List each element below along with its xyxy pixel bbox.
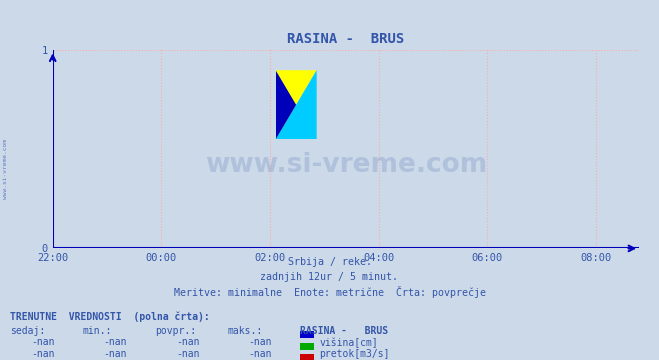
Text: -nan: -nan <box>103 349 127 359</box>
Text: pretok[m3/s]: pretok[m3/s] <box>320 349 390 359</box>
Text: -nan: -nan <box>176 337 200 347</box>
Text: min.:: min.: <box>82 326 112 336</box>
Text: -nan: -nan <box>31 349 55 359</box>
Text: -nan: -nan <box>176 349 200 359</box>
Text: -nan: -nan <box>248 349 272 359</box>
Text: Srbija / reke.: Srbija / reke. <box>287 257 372 267</box>
Text: -nan: -nan <box>31 337 55 347</box>
Text: zadnjih 12ur / 5 minut.: zadnjih 12ur / 5 minut. <box>260 272 399 282</box>
Text: sedaj:: sedaj: <box>10 326 45 336</box>
Text: Meritve: minimalne  Enote: metrične  Črta: povprečje: Meritve: minimalne Enote: metrične Črta:… <box>173 286 486 298</box>
Text: www.si-vreme.com: www.si-vreme.com <box>205 152 487 178</box>
Text: www.si-vreme.com: www.si-vreme.com <box>3 139 9 199</box>
Text: višina[cm]: višina[cm] <box>320 337 378 348</box>
Text: maks.:: maks.: <box>227 326 262 336</box>
Text: povpr.:: povpr.: <box>155 326 196 336</box>
Text: RASINA -   BRUS: RASINA - BRUS <box>300 326 388 336</box>
Text: TRENUTNE  VREDNOSTI  (polna črta):: TRENUTNE VREDNOSTI (polna črta): <box>10 311 210 322</box>
Title: RASINA -  BRUS: RASINA - BRUS <box>287 32 405 46</box>
Text: -nan: -nan <box>248 337 272 347</box>
Text: -nan: -nan <box>103 337 127 347</box>
